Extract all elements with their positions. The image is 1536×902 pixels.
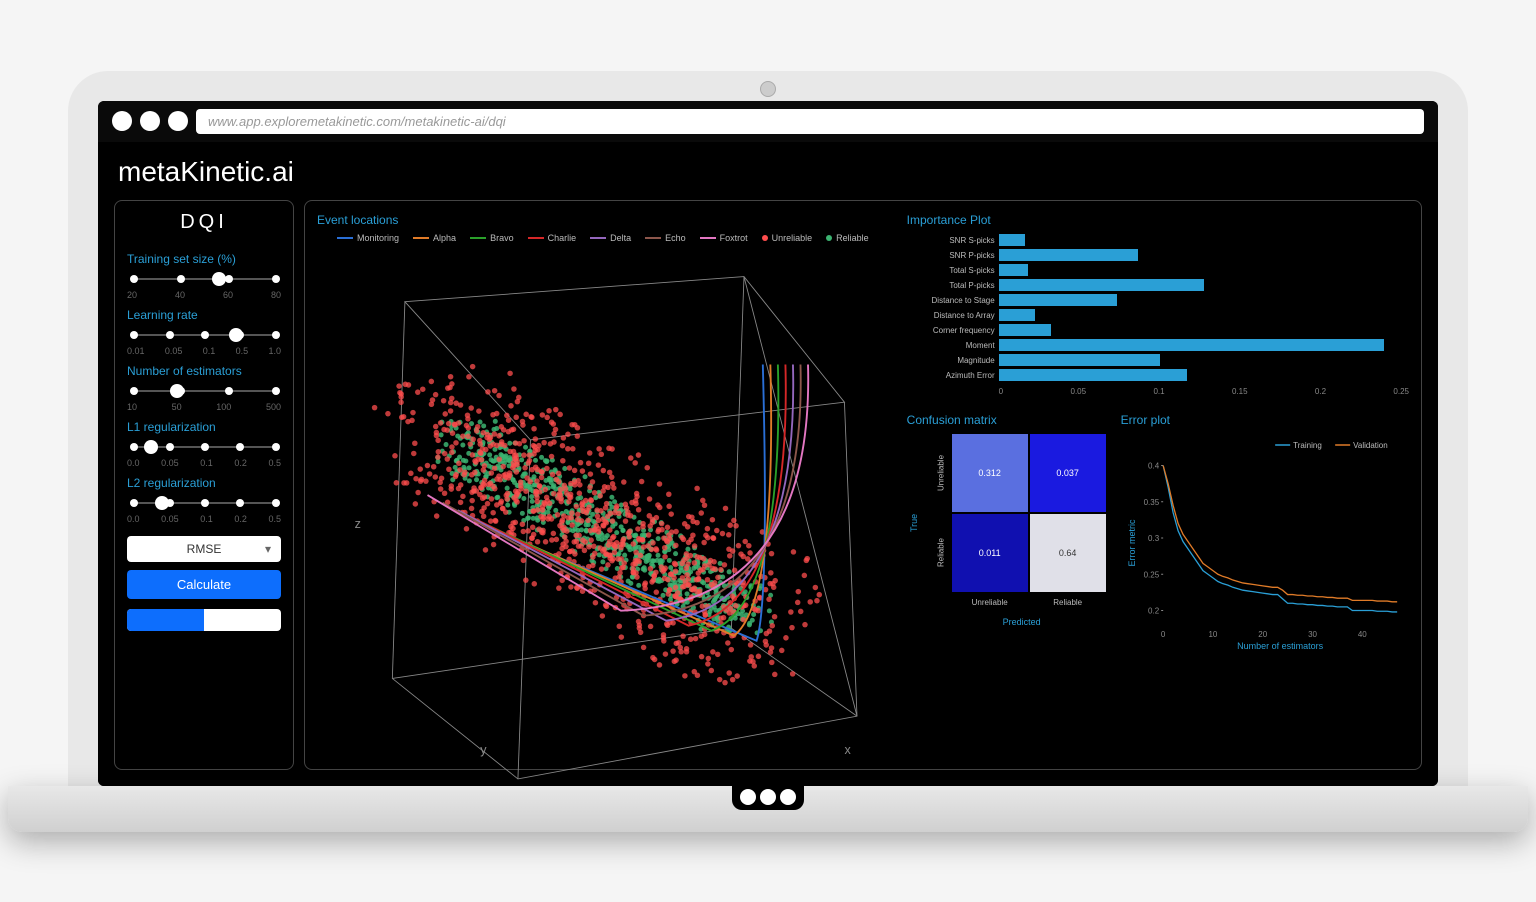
svg-text:z: z <box>355 516 361 530</box>
importance-bar-row: Magnitude <box>907 353 1409 368</box>
svg-text:0.3: 0.3 <box>1148 534 1160 543</box>
param-label: Training set size (%) <box>127 252 281 266</box>
event-legend: Monitoring Alpha Bravo Charlie Delta Echo Foxt… <box>317 233 895 243</box>
importance-axis: 00.050.10.150.20.25 <box>907 387 1409 396</box>
confusion-ylabel: True <box>907 433 921 613</box>
svg-text:Error metric: Error metric <box>1127 519 1137 566</box>
param-label: L2 regularization <box>127 476 281 490</box>
legend-item[interactable]: Unreliable <box>762 233 813 243</box>
legend-item[interactable]: Foxtrot <box>700 233 748 243</box>
slider[interactable] <box>127 270 281 288</box>
svg-text:20: 20 <box>1258 630 1267 639</box>
error-plot-title: Error plot <box>1121 413 1409 427</box>
svg-text:Validation: Validation <box>1353 441 1388 450</box>
confusion-cell: 0.011 <box>951 513 1029 593</box>
importance-bar-row: Distance to Array <box>907 308 1409 323</box>
param-label: Number of estimators <box>127 364 281 378</box>
metric-select[interactable]: RMSE <box>127 536 281 562</box>
svg-text:x: x <box>844 742 851 756</box>
url-bar[interactable]: www.app.exploremetakinetic.com/metakinet… <box>196 109 1424 134</box>
progress-bar <box>127 609 281 631</box>
importance-bar-row: SNR S-picks <box>907 233 1409 248</box>
importance-bar-row: Total P-picks <box>907 278 1409 293</box>
browser-chrome-bar: www.app.exploremetakinetic.com/metakinet… <box>98 101 1438 142</box>
param-label: L1 regularization <box>127 420 281 434</box>
window-dot-3[interactable] <box>168 111 188 131</box>
importance-bar-row: SNR P-picks <box>907 248 1409 263</box>
svg-text:Number of estimators: Number of estimators <box>1237 641 1324 651</box>
svg-text:0.25: 0.25 <box>1143 570 1159 579</box>
svg-text:0.35: 0.35 <box>1143 497 1159 506</box>
svg-text:10: 10 <box>1208 630 1217 639</box>
legend-item[interactable]: Monitoring <box>337 233 399 243</box>
svg-text:0.4: 0.4 <box>1148 461 1160 470</box>
confusion-grid: UnreliableReliable0.3120.0370.0110.64Unr… <box>931 433 1107 613</box>
svg-text:0.2: 0.2 <box>1148 606 1160 615</box>
camera-dot <box>760 81 776 97</box>
svg-text:30: 30 <box>1308 630 1317 639</box>
legend-item[interactable]: Echo <box>645 233 686 243</box>
slider[interactable] <box>127 494 281 512</box>
param-label: Learning rate <box>127 308 281 322</box>
legend-item[interactable]: Charlie <box>528 233 577 243</box>
importance-bar-row: Azimuth Error <box>907 368 1409 383</box>
importance-bar-row: Distance to Stage <box>907 293 1409 308</box>
calculate-button[interactable]: Calculate <box>127 570 281 599</box>
confusion-xlabel: Predicted <box>907 617 1107 627</box>
importance-bar-row: Corner frequency <box>907 323 1409 338</box>
confusion-title: Confusion matrix <box>907 413 1107 427</box>
window-dot-1[interactable] <box>112 111 132 131</box>
importance-bar-row: Total S-picks <box>907 263 1409 278</box>
event-3d-scatter[interactable]: z y x <box>317 249 895 786</box>
svg-text:Training: Training <box>1293 441 1322 450</box>
slider[interactable] <box>127 326 281 344</box>
confusion-cell: 0.312 <box>951 433 1029 513</box>
confusion-cell: 0.037 <box>1029 433 1107 513</box>
svg-text:y: y <box>480 742 487 756</box>
error-plot-chart: Training Validation 0.2 0.25 0.3 0.35 0.4 0 10 20… <box>1121 433 1409 653</box>
svg-text:0: 0 <box>1161 630 1166 639</box>
window-dot-2[interactable] <box>140 111 160 131</box>
slider[interactable] <box>127 382 281 400</box>
importance-bar-row: Moment <box>907 338 1409 353</box>
progress-fill <box>127 609 204 631</box>
sidebar-title: DQI <box>127 211 281 234</box>
app-title: metaKinetic.ai <box>114 150 1422 200</box>
event-locations-title: Event locations <box>317 213 895 227</box>
confusion-cell: 0.64 <box>1029 513 1107 593</box>
slider[interactable] <box>127 438 281 456</box>
importance-bars: SNR S-picksSNR P-picksTotal S-picksTotal… <box>907 233 1409 383</box>
importance-title: Importance Plot <box>907 213 1409 227</box>
legend-item[interactable]: Bravo <box>470 233 514 243</box>
legend-item[interactable]: Alpha <box>413 233 456 243</box>
legend-item[interactable]: Reliable <box>826 233 869 243</box>
svg-text:40: 40 <box>1358 630 1367 639</box>
legend-item[interactable]: Delta <box>590 233 631 243</box>
sidebar-panel: DQI Training set size (%)20406080Learnin… <box>114 200 294 770</box>
